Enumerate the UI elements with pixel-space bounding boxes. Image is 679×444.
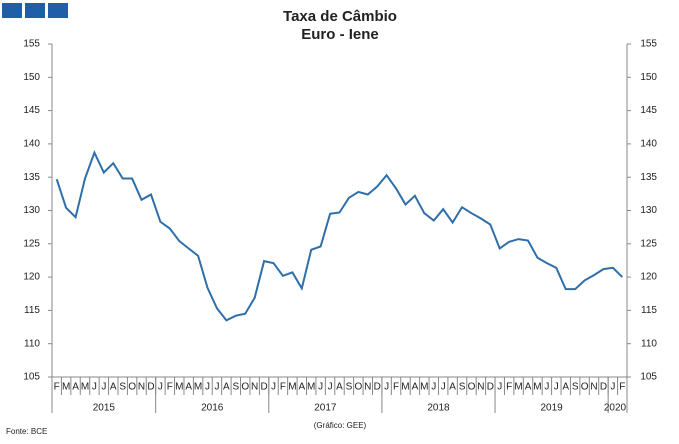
x-tick-label: O — [241, 382, 249, 393]
x-tick-label: D — [374, 382, 381, 393]
x-tick-label: F — [280, 382, 286, 393]
y2-tick-label: 140 — [640, 139, 657, 150]
y-tick-label: 130 — [23, 205, 40, 216]
x-tick-label: D — [600, 382, 607, 393]
x-tick-label: O — [581, 382, 589, 393]
x-tick-label: D — [260, 382, 267, 393]
x-tick-label: A — [412, 382, 419, 393]
x-tick-label: M — [62, 382, 70, 393]
y2-tick-label: 115 — [641, 305, 657, 316]
x-tick-label: A — [110, 382, 117, 393]
x-tick-label: S — [119, 382, 126, 393]
y2-tick-label: 145 — [640, 105, 657, 116]
y-tick-label: 110 — [24, 338, 40, 349]
x-tick-label: D — [147, 382, 154, 393]
credit: (Gráfico: GEE) — [314, 421, 367, 430]
x-tick-label: J — [205, 382, 210, 393]
x-tick-label: J — [328, 382, 333, 393]
year-label: 2017 — [314, 403, 337, 414]
x-tick-label: A — [223, 382, 230, 393]
y-tick-label: 115 — [24, 305, 40, 316]
x-tick-label: J — [158, 382, 163, 393]
line-series — [55, 150, 624, 322]
y-tick-label: 145 — [23, 105, 40, 116]
x-tick-label: N — [364, 382, 371, 393]
year-label: 2018 — [427, 403, 450, 414]
y-tick-label: 155 — [23, 39, 40, 50]
year-label: 2015 — [93, 403, 116, 414]
x-tick-label: J — [497, 382, 502, 393]
x-tick-label: N — [477, 382, 484, 393]
y-tick-label: 135 — [23, 172, 40, 183]
chart-subtitle: Euro - Iene — [301, 26, 379, 43]
logo-block — [2, 3, 22, 18]
x-tick-label: J — [384, 382, 389, 393]
y-tick-label: 125 — [23, 238, 40, 249]
x-tick-label: F — [506, 382, 512, 393]
x-tick-label: J — [431, 382, 436, 393]
x-tick-label: J — [271, 382, 276, 393]
x-tick-label: A — [449, 382, 456, 393]
y2-tick-label: 155 — [640, 39, 657, 50]
x-tick-label: J — [318, 382, 323, 393]
x-tick-label: S — [346, 382, 353, 393]
x-tick-label: O — [128, 382, 136, 393]
x-tick-label: N — [138, 382, 145, 393]
x-tick-label: M — [401, 382, 409, 393]
y2-tick-label: 135 — [640, 172, 657, 183]
x-tick-label: F — [54, 382, 60, 393]
logo-block — [48, 3, 68, 18]
y2-tick-label: 105 — [640, 372, 657, 383]
x-tick-label: M — [420, 382, 428, 393]
x-tick-label: M — [533, 382, 541, 393]
y2-tick-label: 125 — [640, 238, 657, 249]
x-tick-label: M — [288, 382, 296, 393]
x-tick-label: S — [232, 382, 239, 393]
x-tick-label: F — [167, 382, 173, 393]
x-tick-label: A — [562, 382, 569, 393]
x-tick-label: D — [487, 382, 494, 393]
x-tick-label: M — [194, 382, 202, 393]
y-tick-label: 105 — [23, 372, 40, 383]
x-tick-label: A — [336, 382, 343, 393]
x-tick-label: S — [459, 382, 466, 393]
x-tick-label: M — [175, 382, 183, 393]
year-label: 2016 — [201, 403, 224, 414]
logo-block — [25, 3, 45, 18]
y2-tick-label: 150 — [640, 72, 657, 83]
x-tick-label: F — [393, 382, 399, 393]
x-tick-label: F — [619, 382, 625, 393]
x-tick-label: N — [251, 382, 258, 393]
x-tick-label: M — [514, 382, 522, 393]
x-tick-label: J — [441, 382, 446, 393]
y2-tick-label: 110 — [641, 338, 657, 349]
x-tick-label: J — [544, 382, 549, 393]
chart-title: Taxa de Câmbio — [283, 8, 397, 25]
x-tick-label: S — [572, 382, 579, 393]
x-tick-label: N — [590, 382, 597, 393]
x-tick-label: A — [72, 382, 79, 393]
y2-tick-label: 130 — [640, 205, 657, 216]
x-tick-label: A — [185, 382, 192, 393]
x-tick-label: J — [101, 382, 106, 393]
x-tick-label: M — [81, 382, 89, 393]
x-tick-label: M — [307, 382, 315, 393]
x-tick-label: J — [554, 382, 559, 393]
y-tick-label: 150 — [23, 72, 40, 83]
year-label: 2019 — [540, 403, 563, 414]
source: Fonte: BCE — [6, 427, 47, 436]
y-tick-label: 120 — [23, 272, 40, 283]
x-tick-label: O — [354, 382, 362, 393]
x-tick-label: A — [298, 382, 305, 393]
year-label: 2020 — [604, 403, 627, 414]
x-tick-label: J — [214, 382, 219, 393]
x-tick-label: A — [525, 382, 532, 393]
x-tick-label: O — [468, 382, 476, 393]
y2-tick-label: 120 — [640, 272, 657, 283]
y-tick-label: 140 — [23, 139, 40, 150]
x-tick-label: J — [610, 382, 615, 393]
x-tick-label: J — [92, 382, 97, 393]
